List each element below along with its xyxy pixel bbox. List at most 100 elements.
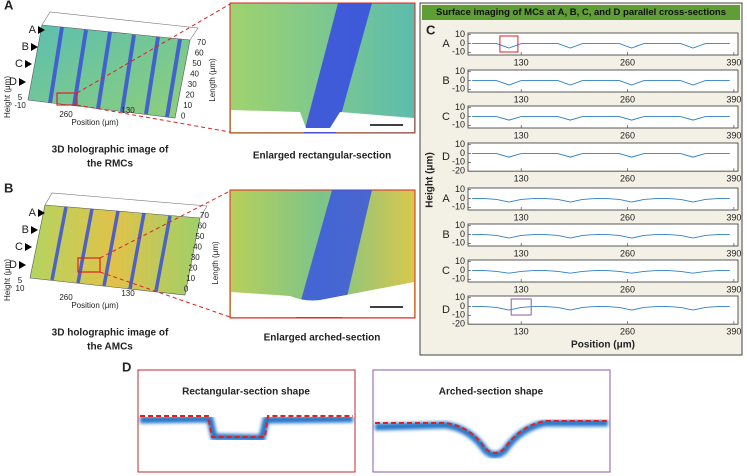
shape-arched [372, 369, 611, 473]
x-tick-label: 390 [726, 284, 741, 294]
x-tick-label: 130 [514, 94, 529, 104]
shape-title: Arched-section shape [439, 387, 544, 398]
x-tick-label: 130 [514, 57, 529, 67]
shape-rect [137, 369, 356, 473]
x-tick-label: 260 [620, 327, 635, 337]
y-tick-label: 10 [455, 102, 465, 112]
length-tick: 50 [195, 232, 204, 241]
x-tick-label: 260 [620, 94, 635, 104]
panel-label: C [426, 22, 436, 37]
length-label: Length (μm) [211, 241, 220, 285]
y-tick-label: 0 [460, 75, 465, 85]
x-tick-label: 130 [514, 174, 529, 184]
length-tick: 50 [192, 59, 201, 68]
position-tick: 260 [59, 110, 73, 119]
row-label: B [442, 229, 449, 241]
arrow-marker [19, 261, 26, 269]
enlarged-a [229, 2, 416, 134]
length-tick: 20 [189, 264, 198, 273]
arrow-marker [31, 43, 38, 51]
length-tick: 60 [198, 222, 207, 231]
length-label: Length (μm) [208, 58, 217, 102]
caption: 3D holographic image of [52, 145, 169, 156]
x-tick-label: 260 [620, 174, 635, 184]
enlarged-b [229, 189, 416, 319]
surface-3d-b [29, 190, 231, 318]
y-tick-label: 10 [455, 66, 465, 76]
height-label: Height (μm) [3, 259, 12, 301]
x-tick-label: 390 [726, 57, 741, 67]
arrow-marker [25, 60, 32, 68]
x-tick-label: 130 [514, 327, 529, 337]
row-label: C [15, 58, 23, 70]
y-tick-label: 10 [455, 220, 465, 230]
length-tick: 40 [190, 70, 199, 79]
profile-line [472, 80, 730, 86]
arrow-marker [38, 26, 45, 34]
profile-line [472, 306, 730, 311]
y-tick-label: -10 [452, 84, 465, 94]
row-label: B [22, 224, 29, 236]
x-tick-label: 130 [514, 130, 529, 140]
y-tick-label: 0 [460, 148, 465, 158]
arrow-marker [25, 243, 32, 251]
row-label: A [442, 193, 450, 205]
x-tick-label: 390 [726, 327, 741, 337]
enlarged-caption: Enlarged rectangular-section [253, 151, 391, 162]
length-tick: 10 [183, 101, 192, 110]
y-tick-label: -20 [452, 319, 465, 329]
profile-line [472, 270, 730, 274]
y-tick-label: -10 [452, 274, 465, 284]
x-tick-label: 260 [620, 212, 635, 222]
x-axis-label: Position (μm) [571, 340, 635, 351]
y-tick-label: -10 [452, 120, 465, 130]
y-tick-label: 10 [455, 139, 465, 149]
surface-3d-a [27, 3, 231, 133]
x-tick-label: 390 [726, 94, 741, 104]
y-tick-label: -20 [452, 166, 465, 176]
y-tick-label: 0 [460, 229, 465, 239]
height-tick: 10 [16, 284, 25, 293]
height-tick: -10 [14, 101, 26, 110]
x-tick-label: 390 [726, 174, 741, 184]
y-tick-label: -10 [452, 202, 465, 212]
row-label: D [9, 259, 17, 271]
profile-line [472, 153, 730, 158]
x-tick-label: 390 [726, 130, 741, 140]
arrow-marker [38, 209, 45, 217]
height-tick: 5 [18, 93, 23, 102]
y-tick-label: -10 [452, 238, 465, 248]
row-label: D [9, 76, 17, 88]
y-axis-label: Height (μm) [425, 152, 436, 208]
row-label: C [442, 111, 450, 123]
panel-label: A [4, 0, 14, 12]
profile-line [472, 234, 730, 239]
panel-c-title-bar [422, 5, 740, 20]
panel-label: B [4, 180, 13, 195]
position-tick: 130 [121, 106, 135, 115]
length-tick: 30 [188, 80, 197, 89]
length-tick: 70 [197, 38, 206, 47]
row-label: C [15, 241, 23, 253]
profile-line [472, 43, 730, 49]
length-tick: 60 [195, 49, 204, 58]
x-tick-label: 260 [620, 130, 635, 140]
height-tick: 5 [18, 276, 23, 285]
y-tick-label: -10 [452, 47, 465, 57]
x-tick-label: 260 [620, 284, 635, 294]
panel-c-title: Surface imaging of MCs at A, B, C, and D… [436, 7, 726, 18]
height-label: Height (μm) [3, 76, 12, 118]
profile-line [472, 198, 730, 203]
length-tick: 0 [184, 285, 189, 294]
position-label: Position (μm) [71, 301, 119, 310]
x-tick-label: 130 [514, 284, 529, 294]
y-tick-label: -10 [452, 310, 465, 320]
position-tick: 260 [59, 293, 73, 302]
row-label: D [442, 151, 450, 163]
x-tick-label: 260 [620, 57, 635, 67]
x-tick-label: 260 [620, 248, 635, 258]
position-label: Position (μm) [71, 118, 119, 127]
y-tick-label: 0 [460, 111, 465, 121]
